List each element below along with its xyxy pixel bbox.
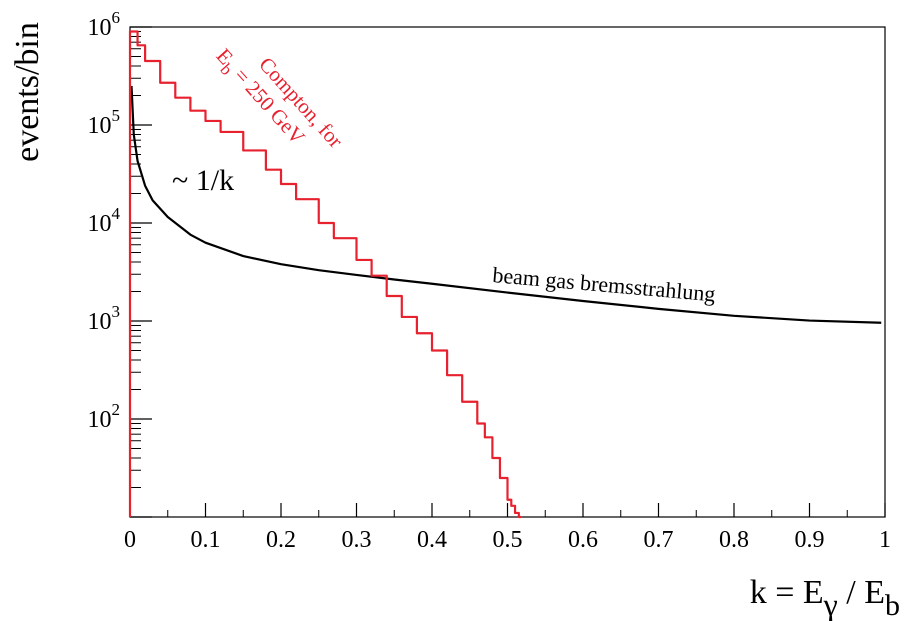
annotation-one-over-k: ~ 1/k [172, 164, 234, 197]
x-tick-label: 0.2 [266, 527, 296, 553]
x-axis-title-mid: / E [838, 574, 885, 611]
y-tick-label: 103 [88, 302, 121, 335]
series-line-compton [128, 30, 522, 519]
x-tick-label: 0.4 [417, 527, 447, 553]
x-axis-title-main: k = E [750, 574, 824, 611]
x-tick-label: 0.5 [493, 527, 523, 553]
series-layer [128, 30, 882, 519]
y-tick-label: 106 [88, 8, 121, 41]
x-tick-label: 0.3 [342, 527, 372, 553]
x-axis-title-sub-b: b [885, 589, 900, 621]
x-tick-label: 0 [124, 527, 136, 553]
series-line-bremsstrahlung [130, 85, 882, 324]
y-tick-label: 105 [88, 106, 121, 139]
x-tick-label: 0.1 [191, 527, 221, 553]
annotation-beam-gas: beam gas bremsstrahlung [492, 262, 717, 306]
x-axis-title-sub-gamma: γ [823, 586, 838, 621]
annotation-compton: Compton, for Eb = 250 GeV [212, 44, 348, 153]
y-tick-label: 102 [88, 400, 121, 433]
x-tick-label: 0.9 [795, 527, 825, 553]
x-tick-label: 1 [879, 527, 891, 553]
x-tick-label: 0.6 [568, 527, 598, 553]
x-tick-label: 0.8 [719, 527, 749, 553]
y-tick-label: 104 [88, 204, 121, 237]
x-tick-label: 0.7 [644, 527, 674, 553]
x-axis: 0 0.1 0.2 0.3 0.4 0.5 0.6 0.7 0.8 0.9 1 [124, 503, 891, 553]
y-axis-title: events/bin [9, 22, 46, 162]
y-axis: 102 103 104 105 106 [88, 8, 152, 518]
x-axis-title: k = Eγ / Eb [750, 574, 900, 621]
